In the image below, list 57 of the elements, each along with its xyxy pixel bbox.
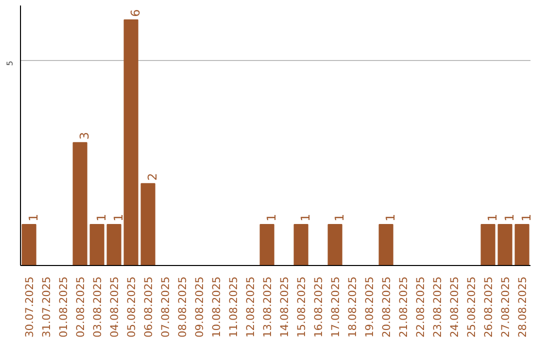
x-tick-label: 10.08.2025: [210, 276, 223, 338]
x-tick-label: 11.08.2025: [227, 276, 240, 338]
x-tick-label: 15.08.2025: [295, 276, 308, 338]
bar: [90, 224, 104, 266]
data-label: 1: [94, 214, 108, 222]
x-tick-label: 07.08.2025: [159, 276, 172, 338]
x-tick-label: 13.08.2025: [261, 276, 274, 338]
x-tick-label: 12.08.2025: [244, 276, 257, 338]
bar: [124, 19, 138, 266]
bar: [260, 224, 274, 266]
x-tick-label: 31.07.2025: [40, 276, 53, 338]
data-label: 1: [264, 214, 278, 222]
x-tick-label: 21.08.2025: [397, 276, 410, 338]
bar: [72, 142, 88, 266]
x-tick-label: 22.08.2025: [414, 276, 427, 338]
x-tick-label: 04.08.2025: [108, 276, 121, 338]
bar: [514, 224, 530, 266]
bar: [498, 224, 512, 266]
data-label: 1: [502, 214, 516, 222]
x-tick-label: 01.08.2025: [57, 276, 70, 338]
x-tick-label: 27.08.2025: [499, 276, 512, 338]
data-label: 3: [78, 132, 92, 140]
x-tick-label: 17.08.2025: [329, 276, 342, 338]
bar: [480, 224, 496, 266]
x-tick-label: 23.08.2025: [431, 276, 444, 338]
data-label: 1: [520, 214, 534, 222]
bar: [378, 224, 394, 266]
x-tick-label: 14.08.2025: [278, 276, 291, 338]
x-tick-label: 30.07.2025: [23, 276, 36, 338]
x-tick-label: 09.08.2025: [193, 276, 206, 338]
data-label: 1: [486, 214, 500, 222]
bar: [22, 224, 36, 266]
x-tick-label: 05.08.2025: [125, 276, 138, 338]
x-tick-label: 28.08.2025: [516, 276, 529, 338]
data-label: 1: [298, 214, 312, 222]
bar: [106, 224, 122, 266]
x-tick-label: 18.08.2025: [346, 276, 359, 338]
x-tick-label: 08.08.2025: [176, 276, 189, 338]
x-tick-label: 25.08.2025: [465, 276, 478, 338]
x-tick-label: 02.08.2025: [74, 276, 87, 338]
data-label: 1: [26, 214, 40, 222]
x-tick-label: 16.08.2025: [312, 276, 325, 338]
x-tick-label: 19.08.2025: [363, 276, 376, 338]
data-label: 6: [128, 9, 142, 17]
x-tick-label: 03.08.2025: [91, 276, 104, 338]
bar: [328, 224, 342, 266]
x-tick-label: 24.08.2025: [448, 276, 461, 338]
data-label: 2: [146, 172, 160, 181]
y-tick-label: 5: [6, 60, 14, 66]
x-tick-label: 20.08.2025: [380, 276, 393, 338]
x-tick-label: 06.08.2025: [142, 276, 155, 338]
data-label: 1: [384, 214, 398, 222]
bar: [140, 183, 156, 266]
x-tick-label: 26.08.2025: [482, 276, 495, 338]
data-label: 1: [332, 214, 346, 222]
data-label: 1: [112, 214, 126, 222]
bar: [294, 224, 308, 266]
